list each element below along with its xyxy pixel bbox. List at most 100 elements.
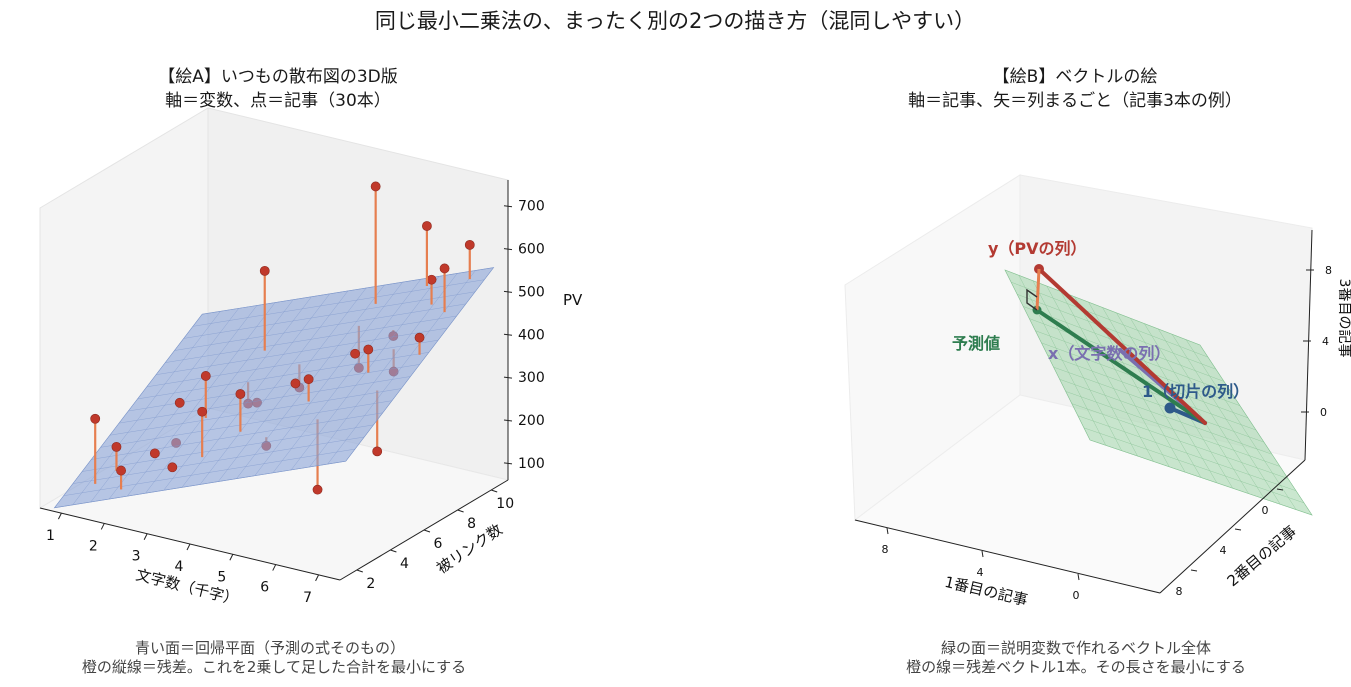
mesh-line <box>1199 344 1313 516</box>
axis2-line <box>1159 459 1306 594</box>
data-point-10 <box>259 265 270 276</box>
mesh-line <box>1071 403 1289 479</box>
panel-a-title-line2: 軸＝変数、点＝記事（30本） <box>165 91 391 111</box>
axis3-tick-label: 4 <box>1322 335 1329 348</box>
data-point-26 <box>439 263 450 274</box>
axis3-line <box>1304 229 1313 461</box>
z-tick-label: 700 <box>518 199 545 215</box>
mesh-line <box>1144 323 1249 494</box>
mesh-line <box>174 303 466 351</box>
z-tick-label: 500 <box>518 284 545 300</box>
mesh-line <box>272 279 421 474</box>
y-tick-label: 8 <box>467 516 476 532</box>
axis1-tick-label: 4 <box>977 566 984 579</box>
axis2-tick-label: 0 <box>1262 504 1269 517</box>
right-angle-marker <box>1026 288 1038 311</box>
y-tick-label: 2 <box>366 576 375 592</box>
z-tick-mark <box>503 290 513 293</box>
axis1-tick-mark <box>1077 573 1080 581</box>
mesh-line <box>1158 328 1265 500</box>
mesh-line <box>1185 339 1297 510</box>
data-point-0 <box>90 413 101 424</box>
y-tick-mark <box>390 549 397 553</box>
z-tick-mark <box>503 248 513 251</box>
mesh-line <box>1053 366 1265 443</box>
x-tick-mark <box>57 512 62 520</box>
x-tick-label: 3 <box>132 549 141 565</box>
x-tick-label: 4 <box>175 559 184 575</box>
y-tick-mark <box>491 489 498 493</box>
data-point-12 <box>235 389 246 399</box>
x-tick-label: 5 <box>217 569 226 585</box>
mesh-line <box>192 279 485 327</box>
vector-predicted <box>1035 308 1207 425</box>
axis3-label: 3番目の記事 <box>1336 279 1351 358</box>
x-tick-mark <box>272 564 277 571</box>
z-axis-label: PV <box>563 291 583 309</box>
panel-a-caption-line2: 橙の縦線＝残差。これを2乗して足した合計を最小にする <box>82 658 466 676</box>
x-tick-label: 6 <box>260 580 269 596</box>
data-point-3 <box>149 448 160 459</box>
figure-title: 同じ最小二乗法の、まったく別の2つの描き方（混同しやすい） <box>375 9 975 33</box>
data-point-9 <box>197 406 208 417</box>
x-tick-mark <box>186 543 191 551</box>
mesh-line <box>254 282 403 476</box>
x-tick-mark <box>229 554 234 561</box>
predicted-label: 予測値 <box>952 334 1000 353</box>
mesh-line <box>327 270 476 465</box>
mesh-line <box>309 273 458 468</box>
x-tick-label: 1 <box>46 528 55 544</box>
axis1-tick-mark <box>886 527 889 535</box>
z-tick-mark <box>503 333 513 336</box>
data-point-23 <box>426 274 437 285</box>
axis1-tick-label: 0 <box>1073 589 1080 602</box>
data-point-1 <box>111 441 122 452</box>
axis2-tick-mark <box>1234 528 1242 531</box>
data-point-22 <box>363 344 374 355</box>
panel-b-caption-line1: 緑の面＝説明変数で作れるベクトル全体 <box>941 639 1211 657</box>
x-tick-mark <box>315 574 320 582</box>
z-tick-label: 200 <box>518 413 545 429</box>
y-tick-mark <box>423 529 431 533</box>
panel-a-title-line1: 【絵A】いつもの散布図の3D版 <box>158 67 398 87</box>
z-tick-mark <box>503 205 513 208</box>
axis2-tick-label: 8 <box>1176 585 1183 598</box>
data-point-2 <box>116 465 126 476</box>
mesh-line <box>1083 427 1305 504</box>
axis1-tick-mark <box>981 550 984 558</box>
vector-intercept-label: 1（切片の列） <box>1142 382 1249 401</box>
x-tick-label: 2 <box>89 538 98 554</box>
axis1-label: 1番目の記事 <box>943 573 1029 610</box>
axis2-tick-mark <box>1276 488 1284 491</box>
residual-vector <box>1035 268 1041 311</box>
panel-b-title-line1: 【絵B】ベクトルの絵 <box>993 67 1158 87</box>
axis1-tick-label: 8 <box>882 543 889 556</box>
data-point-25 <box>372 446 383 457</box>
mesh-line <box>165 315 457 363</box>
axis3-tick-label: 8 <box>1325 264 1332 277</box>
z-tick-label: 600 <box>518 242 545 258</box>
data-point-28 <box>414 332 425 343</box>
vector-x-label: x（文字数の列） <box>1048 344 1170 363</box>
panel-a-caption-line1: 青い面＝回帰平面（予測の式そのもの） <box>135 639 405 657</box>
data-point-27 <box>464 239 475 250</box>
panel-b-vector-plot: y（PVの列） x（文字数の列） 1（切片の列） 予測値 8 4 0 1番目の記事 0 4 8 2番目… <box>844 174 1351 610</box>
data-point-24 <box>422 221 432 231</box>
plane-mesh <box>54 267 494 509</box>
axis2-tick-mark <box>1190 569 1198 572</box>
data-point-6 <box>200 371 211 381</box>
axis2-tick-label: 4 <box>1220 544 1227 557</box>
y-tick-label: 10 <box>496 496 514 512</box>
mesh-line <box>137 352 429 400</box>
mesh-line <box>146 339 439 388</box>
mesh-line <box>1089 439 1313 516</box>
data-point-5 <box>174 397 185 408</box>
mesh-line <box>1047 354 1257 431</box>
mesh-line <box>183 291 476 339</box>
axis3-tick-label: 0 <box>1320 406 1327 419</box>
vector-intercept-tip <box>1164 402 1176 414</box>
data-point-7 <box>167 462 178 473</box>
z-tick-label: 300 <box>518 370 545 386</box>
z-tick-mark <box>503 376 513 379</box>
mesh-line <box>1077 415 1297 491</box>
